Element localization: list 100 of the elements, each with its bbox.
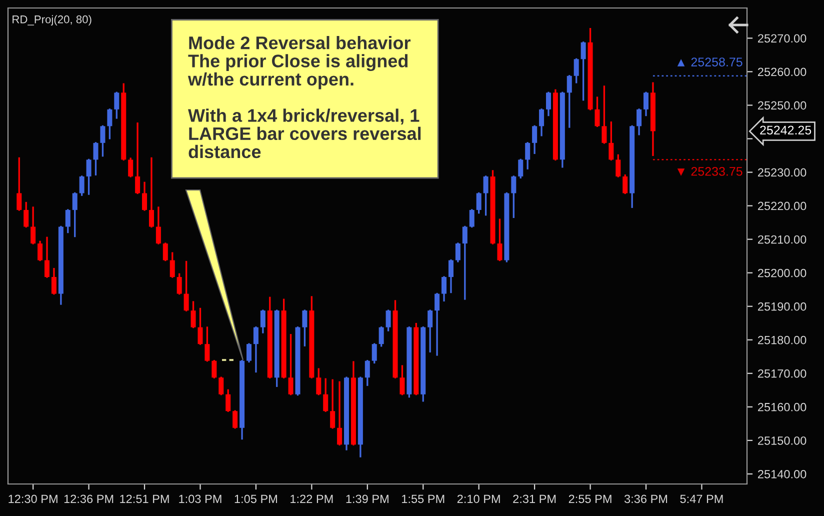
ref-line-label: ▲ 25258.75 <box>677 58 742 66</box>
candlestick <box>16 157 22 211</box>
candlestick <box>574 58 579 84</box>
candlestick <box>636 108 642 136</box>
candlestick <box>455 242 460 262</box>
y-tick-label: 25200.00 <box>758 268 806 278</box>
x-tick-label: 2:10 PM <box>457 494 500 504</box>
candlestick <box>378 326 384 347</box>
candlestick <box>246 343 252 362</box>
candlestick <box>260 310 266 334</box>
candlestick <box>44 236 50 278</box>
candlestick <box>616 154 621 178</box>
candlestick <box>51 268 56 295</box>
x-tick-label: 1:55 PM <box>402 494 444 504</box>
candlestick <box>525 142 530 170</box>
candlestick <box>176 273 182 295</box>
ref-line-label: ▼ 25233.75 <box>677 166 742 176</box>
x-tick-label: 12:36 PM <box>64 494 114 504</box>
candlestick <box>114 92 120 119</box>
candlestick <box>24 202 29 228</box>
candlestick <box>448 259 454 294</box>
candlestick <box>148 157 154 228</box>
candlestick <box>330 379 336 429</box>
x-tick-label: 5:47 PM <box>680 494 723 504</box>
candlestick <box>469 209 474 228</box>
candlestick <box>212 360 217 378</box>
y-tick-label: 25230.00 <box>758 168 806 177</box>
candlestick <box>622 174 628 194</box>
candlestick <box>546 92 551 116</box>
candlestick <box>483 176 488 216</box>
candlestick <box>323 378 328 412</box>
candlestick <box>372 343 377 364</box>
candlestick <box>170 252 175 278</box>
y-tick-label: 25220.00 <box>758 202 806 210</box>
x-tick-label: 1:05 PM <box>234 494 277 504</box>
candlestick <box>107 108 112 140</box>
candlestick <box>72 192 78 238</box>
candlestick <box>434 292 440 356</box>
y-tick-label: 25170.00 <box>758 369 806 378</box>
candlestick <box>476 192 482 214</box>
candlestick <box>428 310 433 352</box>
candlestick <box>204 326 210 362</box>
y-tick-label: 25140.00 <box>758 470 806 478</box>
candlestick <box>497 218 502 262</box>
y-tick-label: 25270.00 <box>758 34 806 43</box>
x-tick-label: 1:22 PM <box>290 494 333 503</box>
candlestick <box>135 122 140 194</box>
candlestick <box>442 276 447 302</box>
candlestick <box>38 240 43 262</box>
candlestick <box>30 206 36 244</box>
y-tick-label: 25210.00 <box>758 235 806 244</box>
candlestick <box>128 158 134 178</box>
candlestick <box>608 121 614 161</box>
candlestick <box>400 365 405 396</box>
candlestick <box>226 389 231 412</box>
text: RD_Proj(20, 80) <box>12 15 92 26</box>
x-tick-label: 12:51 PM <box>120 494 169 504</box>
y-tick-label: 25180.00 <box>758 336 806 344</box>
candlestick <box>86 158 92 195</box>
x-tick-label: 1:03 PM <box>179 494 222 504</box>
y-tick-label: 25160.00 <box>758 402 806 412</box>
candlestick <box>65 209 70 234</box>
candlestick <box>316 368 322 396</box>
candlestick <box>156 206 161 244</box>
candlestick <box>218 376 224 396</box>
candlestick <box>532 125 538 154</box>
candlestick <box>386 310 391 332</box>
candlestick <box>594 96 600 127</box>
candlestick <box>566 75 572 128</box>
candlestick <box>288 334 294 396</box>
candlestick <box>302 310 308 346</box>
candlestick <box>364 360 370 386</box>
text: 25242.25 <box>760 126 812 135</box>
candlestick <box>79 176 84 196</box>
y-tick-label: 25150.00 <box>758 436 806 445</box>
candlestick <box>93 142 98 176</box>
candlestick <box>511 176 516 218</box>
x-tick-label: 2:55 PM <box>568 494 612 504</box>
y-tick-label: 25250.00 <box>758 101 806 110</box>
candlestick <box>190 301 196 328</box>
candlestick <box>518 158 524 178</box>
x-tick-label: 3:36 PM <box>624 494 668 504</box>
candlestick <box>539 108 544 136</box>
annotation: Mode 2 Reversal behavior The prior Close is aligned w/the current open. With a 1x4 brick/reversal, 1 LARGE bar covers reversal distance <box>188 36 421 158</box>
x-tick-label: 12:30 PM <box>8 494 58 504</box>
y-tick-label: 25190.00 <box>758 302 806 311</box>
candlestick <box>162 242 168 262</box>
candlestick <box>198 308 203 345</box>
candlestick <box>100 125 106 157</box>
x-tick-label: 1:39 PM <box>346 494 388 504</box>
candlestick <box>462 226 468 300</box>
candlestick <box>580 42 586 101</box>
candlestick <box>253 326 258 373</box>
candlestick <box>142 182 148 211</box>
candlestick <box>337 381 342 446</box>
y-tick-label: 25260.00 <box>758 68 806 76</box>
candlestick <box>602 86 607 144</box>
candlestick <box>184 260 189 312</box>
candlestick <box>232 410 238 429</box>
x-tick-label: 2:31 PM <box>513 494 556 504</box>
